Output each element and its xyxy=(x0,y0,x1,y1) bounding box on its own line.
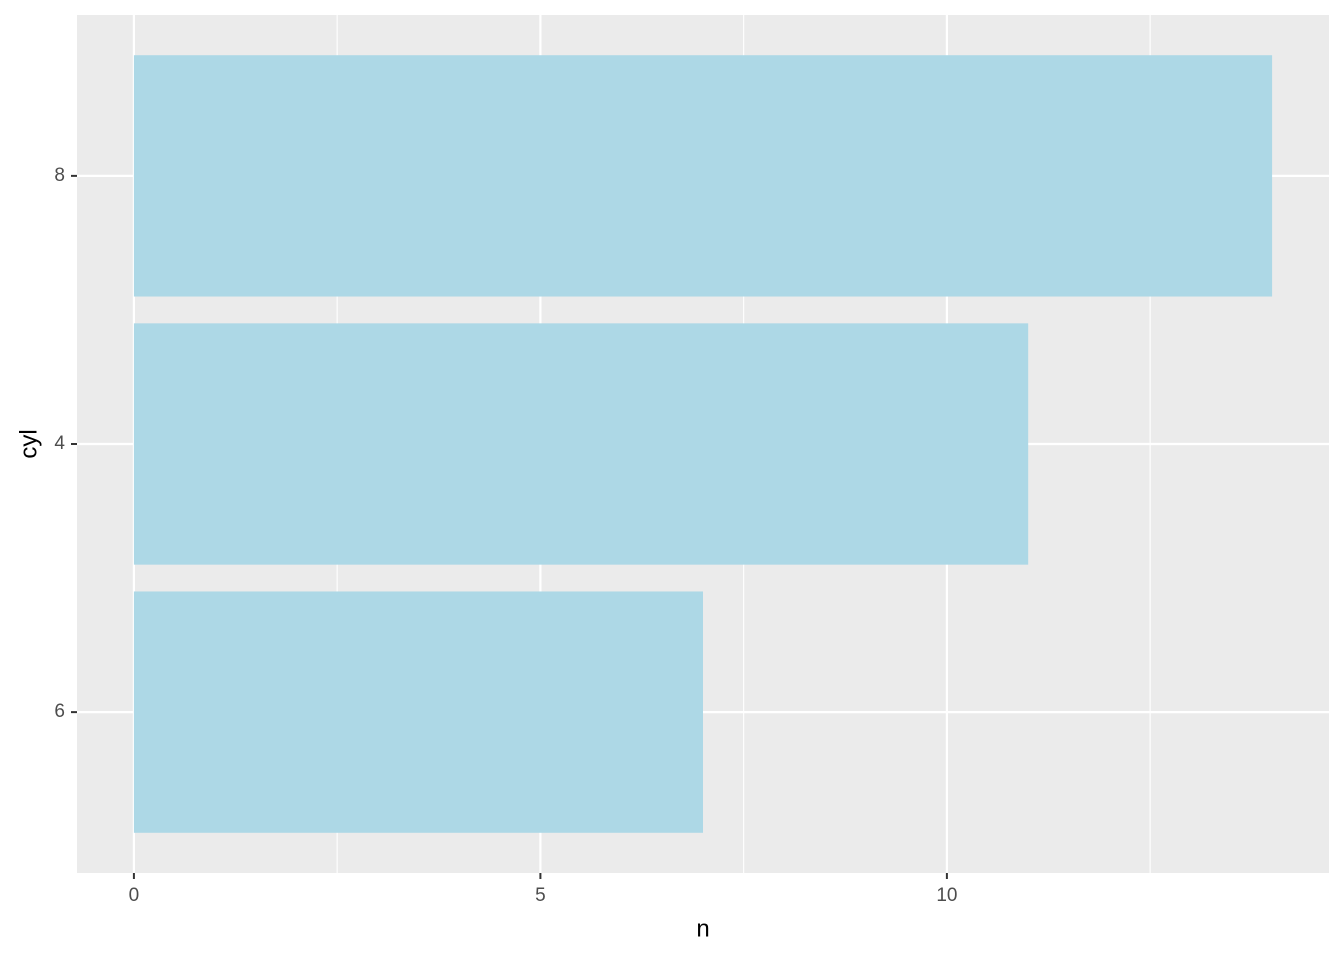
y-tick-label: 6 xyxy=(54,701,65,722)
x-tick-label: 10 xyxy=(936,885,957,906)
y-axis-label: cyl xyxy=(15,429,42,458)
bar xyxy=(133,323,1029,565)
x-tick-label: 0 xyxy=(129,885,140,906)
x-tick-label: 5 xyxy=(535,885,546,906)
y-tick-label: 8 xyxy=(54,165,65,186)
bar xyxy=(133,591,704,833)
bar xyxy=(133,55,1273,297)
x-axis-label: n xyxy=(696,915,709,942)
y-tick-label: 4 xyxy=(54,433,65,454)
